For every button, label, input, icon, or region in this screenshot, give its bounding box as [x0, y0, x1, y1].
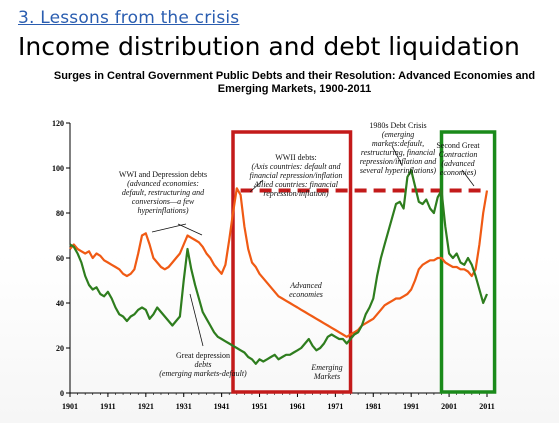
wwi-annotation-line: hyperinflations) [137, 206, 188, 215]
second-contraction-pointer [461, 169, 475, 187]
y-tick-label: 120 [52, 119, 64, 128]
wwii-annotation-line: financial repression/inflation [250, 171, 343, 180]
eighties-pointer [391, 145, 403, 166]
x-tick-label: 1991 [403, 402, 419, 411]
advanced-economies-label-line: economies [289, 290, 323, 299]
emerging-markets-line [69, 169, 489, 365]
wwi-annotation-line: conversions—a few [132, 197, 195, 206]
second-contraction-annotation-line: Contraction [439, 150, 478, 159]
wwi-pointer [151, 223, 187, 233]
wwi-annotation-line: (advanced economies: [127, 179, 199, 188]
emerging-markets-label-line: Emerging [310, 363, 342, 372]
slide-title: Income distribution and debt liquidation [18, 32, 520, 61]
wwii-annotation-line: repression/inflation) [263, 189, 329, 198]
wwii-annotation-line: (Axis countries: default and [251, 162, 341, 171]
x-tick-label: 1911 [100, 402, 116, 411]
eighties-debt-crisis-annotation-line: 1980s Debt Crisis [369, 121, 426, 130]
eighties-debt-crisis-annotation-line: several hyperinflations) [360, 166, 437, 175]
wwi-annotation-line: WWI and Depression debts [119, 170, 207, 179]
advanced-economies-line [69, 187, 489, 338]
depression-pointer [189, 293, 204, 347]
x-tick-label: 1961 [289, 402, 305, 411]
emerging-markets-label-line: Markets [313, 372, 340, 381]
great-depression-annotation-line: Great depression [176, 351, 230, 360]
wwii-annotation-line: Allied countries: financial [253, 180, 339, 189]
x-tick-label: 2011 [479, 402, 495, 411]
y-tick-label: 40 [56, 299, 64, 308]
chart-series [69, 169, 489, 365]
wwii-pointer [249, 179, 264, 193]
x-tick-label: 1971 [327, 402, 343, 411]
eighties-debt-crisis-annotation: 1980s Debt Crisis(emergingmarkets:defaul… [360, 121, 438, 175]
wwii-annotation: WWII debts:(Axis countries: default andf… [250, 153, 343, 198]
x-tick-label: 2001 [441, 402, 457, 411]
x-tick-label: 1901 [62, 402, 78, 411]
eighties-debt-crisis-annotation-line: markets:default, [372, 139, 424, 148]
x-tick-label: 1931 [176, 402, 192, 411]
chart-annotations: WWI and Depression debts(advanced econom… [119, 121, 481, 381]
x-tick-label: 1921 [138, 402, 154, 411]
y-tick-label: 80 [56, 209, 64, 218]
great-depression-annotation-line: (emerging markets-default) [159, 369, 247, 378]
chart-title: Surges in Central Government Public Debt… [53, 70, 536, 95]
y-tick-label: 100 [52, 164, 64, 173]
y-tick-label: 60 [56, 254, 64, 263]
eighties-debt-crisis-annotation-line: repression/inflation and [360, 157, 438, 166]
highlight-boxes [231, 130, 497, 394]
wwi-annotation: WWI and Depression debts(advanced econom… [119, 170, 207, 215]
wwii-annotation-line: WWII debts: [275, 153, 317, 162]
x-tick-label: 1981 [365, 402, 381, 411]
y-tick-label: 0 [60, 389, 64, 398]
x-tick-label: 1941 [214, 402, 230, 411]
section-heading-link[interactable]: 3. Lessons from the crisis [18, 8, 240, 28]
wwi-pointer [177, 223, 203, 236]
wwii-highlight-box [231, 130, 353, 394]
second-contraction-annotation-line: (advanced [441, 159, 475, 168]
second-contraction-highlight-box [439, 130, 497, 394]
advanced-economies-label-line: Advanced [289, 281, 323, 290]
eighties-debt-crisis-annotation-line: (emerging [382, 130, 415, 139]
great-depression-annotation-line: debts [195, 360, 212, 369]
eighties-debt-crisis-annotation-line: restructuring, financial [361, 148, 436, 157]
second-contraction-annotation-line: Second Great [436, 141, 480, 150]
y-tick-label: 20 [56, 344, 64, 353]
wwi-annotation-line: default, restructuring and [122, 188, 205, 197]
x-tick-label: 1951 [252, 402, 268, 411]
second-contraction-annotation-line: economies) [440, 168, 477, 177]
chart-axes: 0 20 40 60 80 100 120 1901 1911 1921 1931 1941 1951 1… [52, 119, 495, 411]
second-contraction-annotation: Second GreatContraction(advancedeconomie… [436, 141, 480, 177]
